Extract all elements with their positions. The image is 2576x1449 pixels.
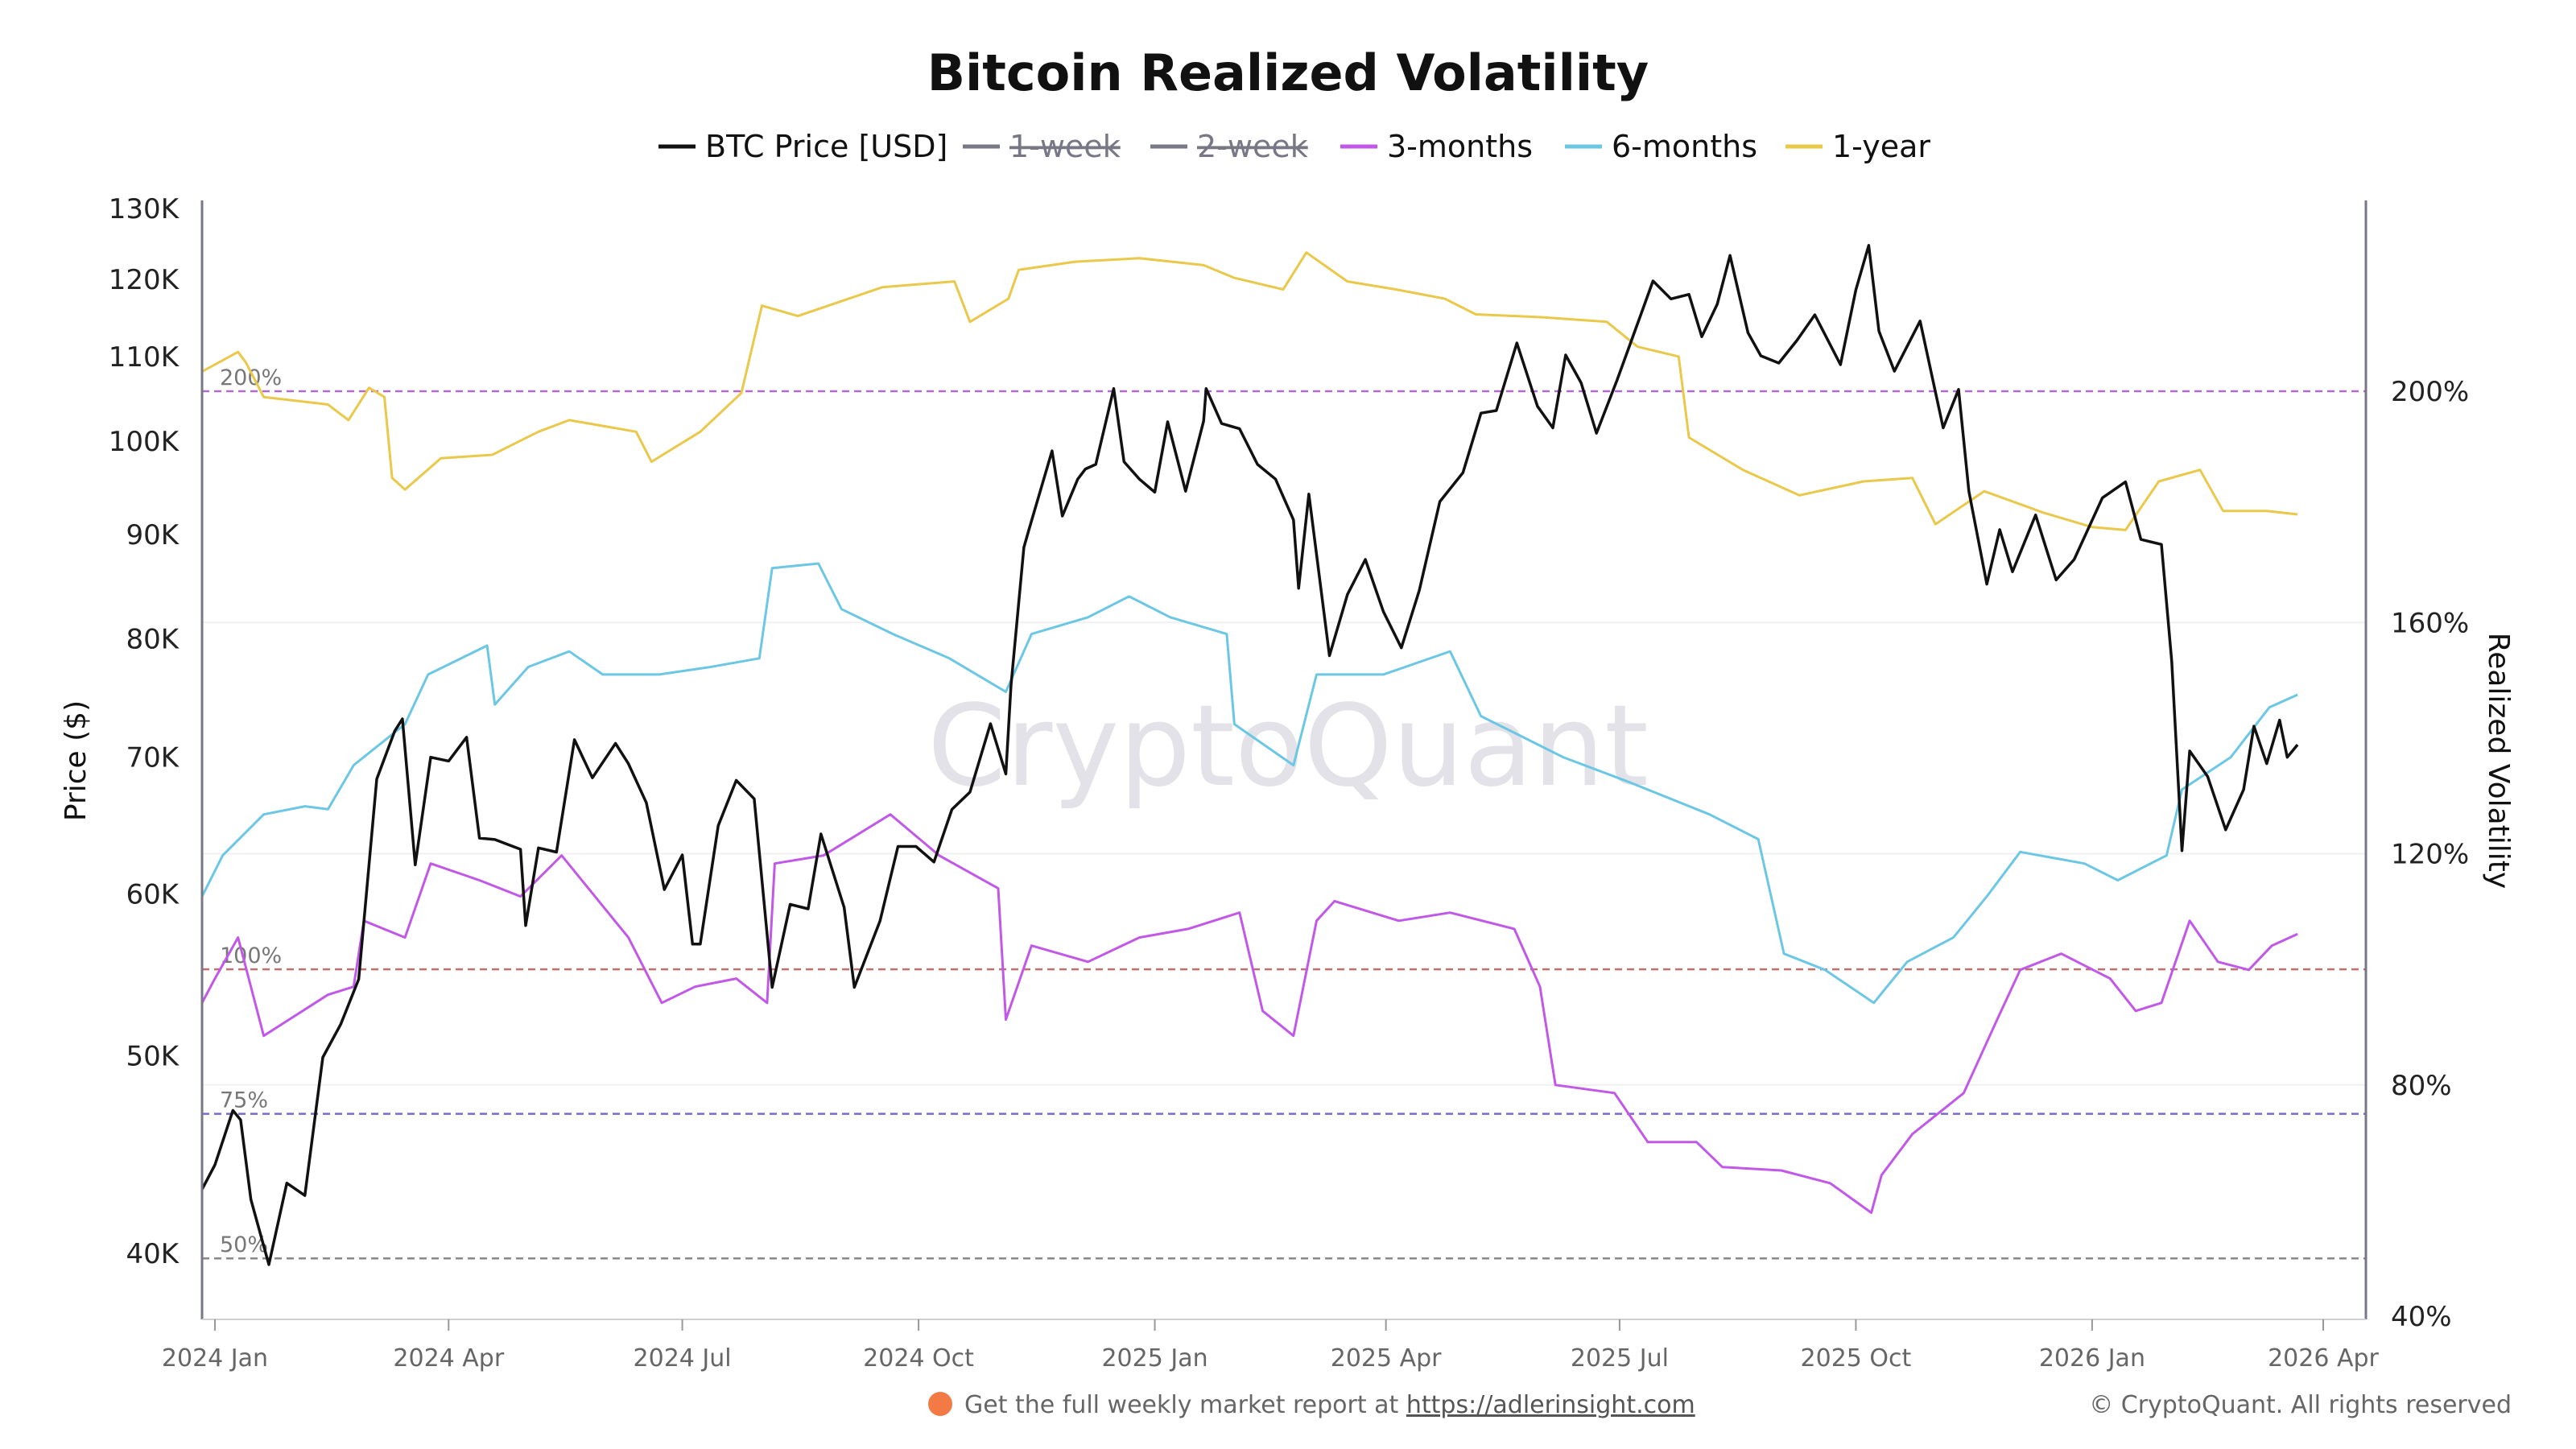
axes: 40K 50K 60K 70K 80K 90K 100K 110K 120K 130K 40% 80%…: [109, 193, 2469, 1373]
watermark: CryptoQuant: [927, 681, 1649, 812]
y-left-tick-label: 80K: [126, 624, 180, 656]
x-tick-label: 2024 Oct: [863, 1344, 974, 1373]
promo-dot-icon: [928, 1392, 952, 1416]
legend-item-1-year[interactable]: 1-year: [1785, 129, 1930, 164]
y-left-title: Price ($): [60, 700, 93, 821]
promo-text: Get the full weekly market report at: [964, 1391, 1406, 1419]
legend-label: BTC Price [USD]: [705, 129, 947, 164]
series-line-6-months: [200, 562, 2298, 1005]
x-tick-label: 2026 Apr: [2268, 1344, 2379, 1373]
reference-line-label: 100%: [220, 943, 282, 968]
legend-label: 1-year: [1832, 129, 1930, 164]
y-right-tick-label: 40%: [2391, 1301, 2452, 1333]
legend-label: 3-months: [1387, 129, 1533, 164]
legend-item-3-months[interactable]: 3-months: [1340, 129, 1533, 164]
copyright: © CryptoQuant. All rights reserved: [2089, 1391, 2512, 1419]
legend-item-btc-price-usd[interactable]: BTC Price [USD]: [658, 129, 947, 164]
y-left-tick-label: 50K: [126, 1040, 180, 1072]
legend-item-1-week[interactable]: 1-week: [963, 129, 1121, 164]
grid: [202, 621, 2366, 1086]
promo-link[interactable]: https://adlerinsight.com: [1406, 1391, 1695, 1419]
series-lines: [200, 244, 2299, 1266]
chart-title: Bitcoin Realized Volatility: [927, 43, 1649, 102]
x-tick-label: 2025 Jul: [1571, 1344, 1669, 1373]
x-tick-label: 2024 Jul: [634, 1344, 732, 1373]
series-line-1-year: [201, 251, 2298, 531]
y-left-tick-label: 90K: [126, 519, 180, 551]
y-right-tick-label: 80%: [2391, 1070, 2452, 1102]
x-tick-label: 2025 Jan: [1101, 1344, 1208, 1373]
reference-line-label: 200%: [220, 365, 282, 390]
y-left-tick-label: 60K: [126, 878, 180, 910]
legend-label: 1-week: [1009, 129, 1121, 164]
footer: Get the full weekly market report at htt…: [928, 1391, 2512, 1419]
y-left-tick-label: 130K: [109, 193, 180, 225]
legend-label: 2-week: [1197, 129, 1308, 164]
y-right-tick-label: 120%: [2391, 839, 2469, 871]
y-left-tick-label: 40K: [126, 1238, 180, 1270]
y-right-tick-label: 200%: [2391, 376, 2469, 408]
y-right-title: Realized Volatility: [2482, 633, 2515, 889]
series-line-btc-price-usd: [200, 244, 2299, 1266]
reference-line-label: 75%: [220, 1088, 268, 1113]
legend-item-6-months[interactable]: 6-months: [1565, 129, 1757, 164]
legend: BTC Price [USD] 1-week 2-week 3-months 6-mon…: [658, 129, 1930, 164]
legend-item-2-week[interactable]: 2-week: [1150, 129, 1308, 164]
x-tick-label: 2025 Apr: [1331, 1344, 1442, 1373]
y-left-tick-label: 120K: [109, 264, 180, 296]
y-right-tick-label: 160%: [2391, 607, 2469, 639]
svg-text:Get the full weekly market rep: Get the full weekly market report at htt…: [964, 1391, 1695, 1419]
y-left-tick-label: 70K: [126, 742, 180, 774]
x-tick-label: 2024 Apr: [393, 1344, 504, 1373]
x-tick-label: 2024 Jan: [162, 1344, 268, 1373]
legend-label: 6-months: [1612, 129, 1757, 164]
x-tick-label: 2025 Oct: [1801, 1344, 1912, 1373]
y-left-tick-label: 100K: [109, 426, 180, 458]
series-line-3-months: [200, 813, 2298, 1214]
x-tick-label: 2026 Jan: [2039, 1344, 2145, 1373]
y-left-tick-label: 110K: [109, 341, 180, 374]
